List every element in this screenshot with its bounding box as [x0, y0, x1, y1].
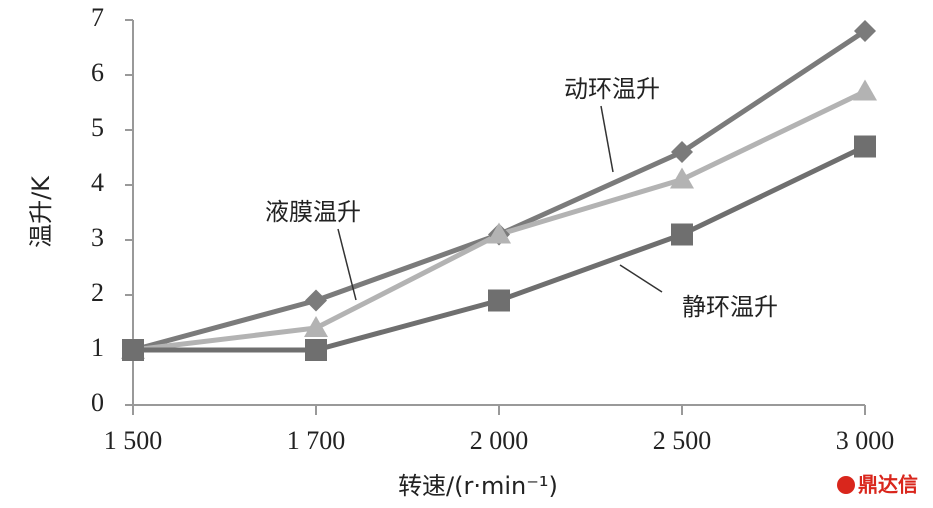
x-axis-label: 转速/(r·min⁻¹)	[398, 472, 558, 500]
y-tick-label: 7	[91, 3, 104, 32]
y-tick-label: 3	[91, 223, 104, 252]
marker	[488, 289, 510, 312]
marker	[304, 316, 328, 337]
x-tick-label: 1 500	[104, 426, 163, 455]
leader-line	[600, 105, 614, 173]
leader-line	[337, 228, 357, 301]
x-tick-label: 1 700	[287, 426, 346, 455]
x-tick-label: 2 500	[653, 426, 712, 455]
series-label: 液膜温升	[265, 198, 361, 226]
marker	[122, 339, 144, 361]
y-axis-label: 温升/K	[27, 175, 55, 248]
marker	[853, 79, 877, 101]
y-tick-label: 6	[91, 58, 104, 87]
marker	[671, 223, 693, 246]
watermark-logo	[837, 476, 855, 494]
y-tick-label: 2	[91, 278, 104, 307]
marker	[305, 339, 327, 361]
marker	[487, 222, 511, 244]
y-tick-label: 4	[91, 168, 104, 197]
marker	[854, 20, 876, 42]
y-tick-label: 5	[91, 113, 104, 142]
marker	[670, 167, 694, 189]
y-tick-label: 1	[91, 333, 104, 362]
series-label: 动环温升	[564, 75, 660, 103]
marker	[305, 289, 327, 312]
watermark: 鼎达信	[858, 473, 918, 497]
y-tick-label: 0	[91, 388, 104, 417]
leader-line	[619, 264, 663, 293]
series-label: 静环温升	[682, 293, 778, 321]
x-tick-label: 3 000	[836, 426, 895, 455]
marker	[854, 135, 876, 158]
x-tick-label: 2 000	[470, 426, 529, 455]
marker	[671, 141, 693, 163]
